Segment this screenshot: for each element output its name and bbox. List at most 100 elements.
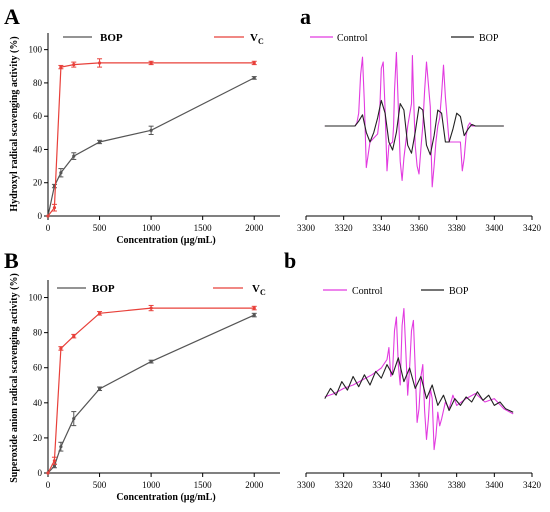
spectrum-line-b-0 <box>324 307 514 451</box>
legend-a: Control BOP <box>310 33 499 44</box>
data-point-B-0 <box>59 445 63 449</box>
panel-letter-b: b <box>284 248 296 273</box>
series-A <box>46 58 257 218</box>
legend-label-vc-sub: C <box>258 37 264 46</box>
y-tick-label-B: 80 <box>33 328 43 338</box>
xlabel-A: Concentration (µg/mL) <box>116 235 215 246</box>
y-tick-label-A: 60 <box>33 111 43 121</box>
x-tick-label-b: 3400 <box>485 480 504 490</box>
legend-label-bop-b: BOP <box>449 286 469 297</box>
data-point-A-0 <box>97 140 102 144</box>
ticks-a: 3300 3320 3340 3360 3380 3400 3420 <box>297 216 542 233</box>
data-point-B-0 <box>252 313 256 317</box>
series-line-A-0 <box>47 77 255 217</box>
x-tick-label-A: 500 <box>93 223 107 233</box>
data-point-B-1 <box>52 459 57 463</box>
x-tick-label-a: 3340 <box>372 223 391 233</box>
x-tick-label-a: 3400 <box>485 223 504 233</box>
legend-label-vc-B: VC <box>252 283 266 297</box>
panel-b-esr-spectrum: b 3300 3320 3340 3360 3380 3400 3420 Control B… <box>284 248 542 490</box>
data-point-B-0 <box>97 387 102 391</box>
x-tick-label-B: 2000 <box>245 480 264 490</box>
panel-letter-a: a <box>300 4 311 29</box>
data-point-A-1 <box>72 63 76 67</box>
data-point-B-1 <box>149 306 153 310</box>
y-tick-label-B: 100 <box>29 293 43 303</box>
ylabel-B: Superoxide anion radical scavenging acti… <box>9 273 20 483</box>
panel-B-superoxide-chart: B 0 500 1000 1500 2000 0 20 40 60 80 100 Superoxid… <box>4 248 280 503</box>
legend-label-vc-B-main: V <box>252 283 260 295</box>
x-tick-label-B: 1500 <box>194 480 213 490</box>
data-point-B-1 <box>252 306 256 310</box>
data-point-A-0 <box>72 154 76 158</box>
y-tick-label-B: 40 <box>33 398 43 408</box>
y-tick-label-A: 80 <box>33 78 43 88</box>
x-tick-label-A: 1000 <box>142 223 161 233</box>
panel-letter-B: B <box>4 248 19 273</box>
x-tick-label-A: 2000 <box>245 223 264 233</box>
data-point-B-1 <box>97 311 102 315</box>
y-tick-label-A: 20 <box>33 178 43 188</box>
series-b <box>324 307 514 451</box>
x-tick-label-A: 1500 <box>194 223 213 233</box>
x-tick-label-B: 0 <box>46 480 51 490</box>
x-tick-label-b: 3380 <box>448 480 467 490</box>
data-point-A-1 <box>97 61 102 65</box>
legend-A: BOP VC <box>63 32 264 46</box>
data-point-A-1 <box>149 61 153 65</box>
ylabel-A: Hydroxyl radical scavenging activity (%) <box>9 36 20 211</box>
data-point-B-1 <box>59 346 63 351</box>
data-point-B-1 <box>72 334 76 338</box>
data-point-A-0 <box>149 128 153 132</box>
x-tick-label-a: 3420 <box>523 223 542 233</box>
series-line-B-1 <box>47 307 255 474</box>
x-tick-label-A: 0 <box>46 223 51 233</box>
data-point-B-1 <box>46 471 50 475</box>
y-tick-label-B: 60 <box>33 363 43 373</box>
data-point-B-0 <box>149 359 153 364</box>
x-tick-label-a: 3380 <box>448 223 467 233</box>
x-tick-label-B: 500 <box>93 480 107 490</box>
x-tick-label-a: 3300 <box>297 223 316 233</box>
data-point-A-1 <box>59 65 63 69</box>
series-line-A-1 <box>47 62 255 217</box>
series-line-B-0 <box>47 314 255 474</box>
xlabel-B: Concentration (µg/mL) <box>116 492 215 503</box>
data-point-A-1 <box>52 206 57 210</box>
y-tick-label-A: 100 <box>29 45 43 55</box>
y-tick-label-A: 0 <box>38 211 43 221</box>
ticks-B: 0 500 1000 1500 2000 0 20 40 60 80 100 <box>29 293 264 490</box>
x-tick-label-b: 3320 <box>335 480 354 490</box>
panel-a-esr-spectrum: a 3300 3320 3340 3360 3380 3400 3420 Control B… <box>297 4 542 233</box>
spectrum-line-b-1 <box>324 357 514 413</box>
legend-label-bop-a: BOP <box>479 33 499 44</box>
data-point-B-0 <box>52 464 57 468</box>
legend-label-vc: VC <box>250 32 264 46</box>
spectrum-line-a-1 <box>324 99 504 156</box>
data-point-A-1 <box>252 61 256 65</box>
x-tick-label-b: 3340 <box>372 480 391 490</box>
series-B <box>46 304 257 475</box>
x-tick-label-a: 3320 <box>335 223 354 233</box>
legend-label-bop: BOP <box>100 32 123 44</box>
x-tick-label-b: 3420 <box>523 480 542 490</box>
series-a <box>324 51 504 188</box>
data-point-A-0 <box>59 171 63 175</box>
legend-B: BOP VC <box>57 283 266 297</box>
x-tick-label-a: 3360 <box>410 223 429 233</box>
y-tick-label-B: 0 <box>38 468 43 478</box>
ticks-b: 3300 3320 3340 3360 3380 3400 3420 <box>297 473 542 490</box>
legend-label-control-b: Control <box>352 286 383 297</box>
y-tick-label-A: 40 <box>33 144 43 154</box>
legend-label-control: Control <box>337 33 368 44</box>
legend-label-bop-B: BOP <box>92 283 115 295</box>
spectrum-line-a-0 <box>324 51 504 188</box>
ticks-A: 0 500 1000 1500 2000 0 20 40 60 80 100 <box>29 45 264 233</box>
panel-letter-A: A <box>4 4 20 29</box>
data-point-A-1 <box>46 214 50 218</box>
y-tick-label-B: 20 <box>33 433 43 443</box>
x-tick-label-B: 1000 <box>142 480 161 490</box>
data-point-B-0 <box>72 417 76 421</box>
data-point-A-0 <box>252 76 256 80</box>
